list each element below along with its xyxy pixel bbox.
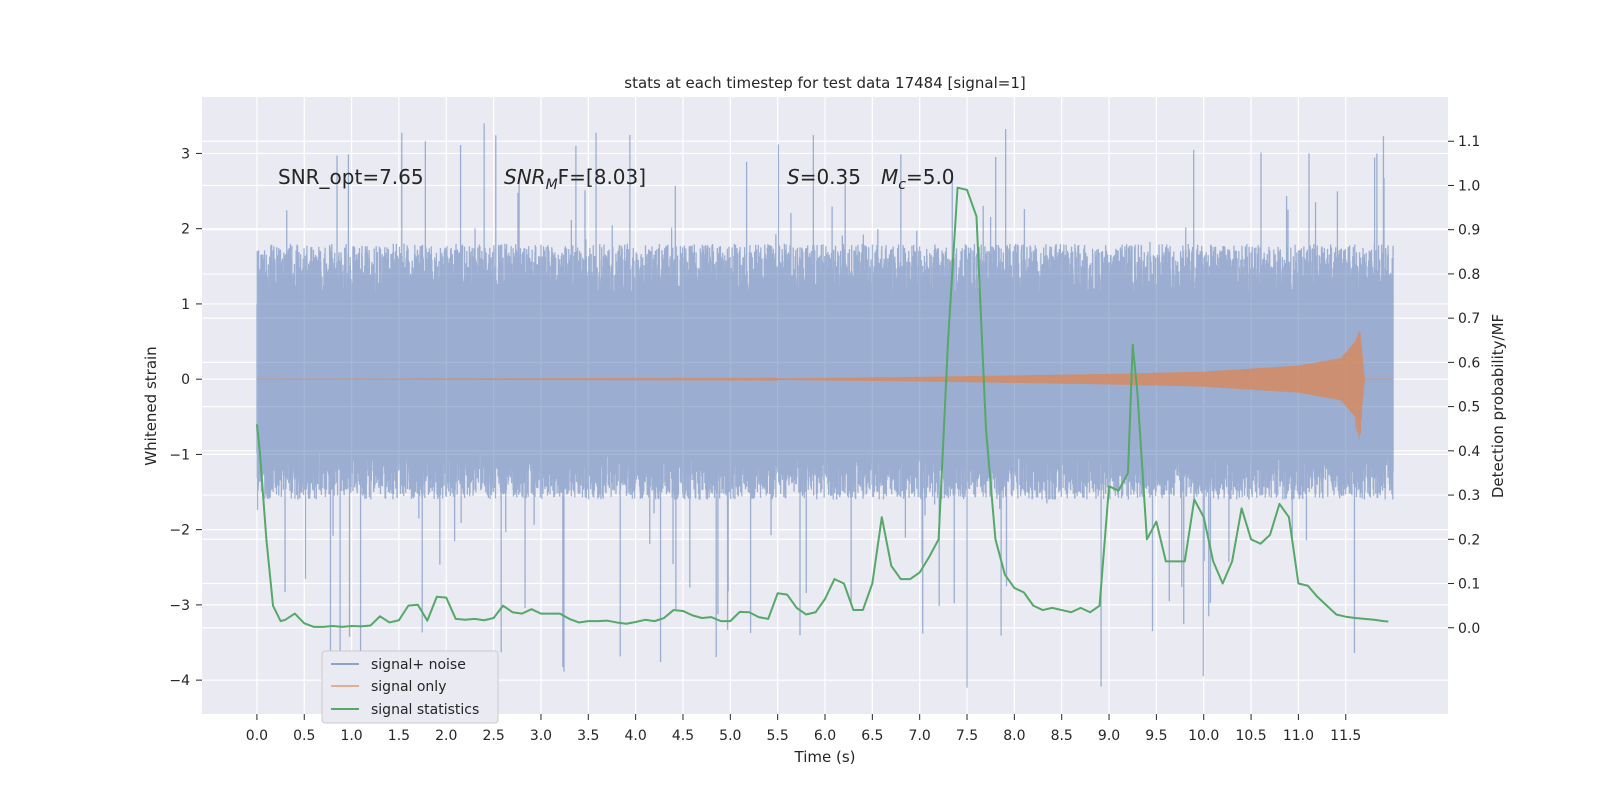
y-left-tick-label: −2	[169, 523, 190, 539]
x-tick-label: 4.0	[625, 728, 647, 744]
x-tick-label: 0.0	[246, 728, 268, 744]
x-tick-label: 2.5	[482, 728, 504, 744]
annotation-s: S=0.35	[787, 165, 861, 189]
x-tick-label: 5.5	[767, 728, 789, 744]
x-tick-label: 9.5	[1145, 728, 1167, 744]
x-tick-label: 3.0	[530, 728, 552, 744]
x-tick-label: 6.5	[861, 728, 883, 744]
y-left-tick-label: −3	[169, 598, 190, 614]
x-tick-label: 7.0	[909, 728, 931, 744]
y-left-tick-label: 0	[181, 372, 190, 388]
annotation-snr-mf-sub: M	[546, 177, 558, 193]
x-tick-label: 5.0	[719, 728, 741, 744]
signal-series	[256, 331, 1394, 439]
x-tick-label: 4.5	[672, 728, 694, 744]
annotation-s-value: =0.35	[800, 165, 861, 189]
x-axis-label: Time (s)	[794, 748, 856, 766]
legend: signal+ noise signal only signal statist…	[321, 650, 499, 724]
annotation-mc-value: =5.0	[906, 165, 955, 189]
x-tick-label: 1.0	[340, 728, 362, 744]
y-right-tick-label: 0.6	[1458, 355, 1480, 371]
y-right-tick-label: 0.3	[1458, 488, 1480, 504]
x-tick-label: 0.5	[293, 728, 315, 744]
annotation-snr-mf: SNRMF=[8.03]	[504, 165, 646, 193]
y-right-tick-label: 0.4	[1458, 444, 1480, 460]
y-right-tick-label: 0.5	[1458, 400, 1480, 416]
y-right-tick-label: 0.0	[1458, 621, 1480, 637]
x-tick-label: 9.0	[1098, 728, 1120, 744]
y-left-tick-label: 2	[181, 222, 190, 238]
annotation-s-symbol: S	[787, 165, 800, 189]
series-signal-statistics-line	[255, 186, 1389, 628]
x-tick-label: 2.0	[435, 728, 457, 744]
annotation-mc: Mc=5.0	[881, 165, 955, 193]
legend-label-signal-statistics: signal statistics	[371, 702, 479, 718]
x-tick-label: 11.0	[1283, 728, 1314, 744]
x-tick-label: 1.5	[388, 728, 410, 744]
y-left-axis-label: Whitened strain	[142, 346, 160, 465]
annotation-snr-mf-rest: F=[8.03]	[558, 165, 646, 189]
y-left-tick-label: −4	[169, 673, 190, 689]
y-right-tick-label: 1.1	[1458, 134, 1480, 150]
annotation-mc-symbol: M	[881, 165, 898, 189]
annotation-snr-opt: SNR_opt=7.65	[278, 165, 424, 189]
y-left-tick-label: −1	[169, 447, 190, 463]
legend-box	[321, 650, 499, 724]
annotation-mc-sub: c	[898, 177, 906, 193]
legend-label-signal-only: signal only	[371, 679, 446, 695]
y-left-axis-ticks: −4 −3 −2 −1 0 1 2 3	[169, 146, 202, 689]
y-right-tick-label: 0.7	[1458, 311, 1480, 327]
y-left-tick-label: 1	[181, 297, 190, 313]
y-right-tick-label: 0.1	[1458, 577, 1480, 593]
stats-series	[255, 186, 1389, 628]
chart-title: stats at each timestep for test data 174…	[624, 74, 1025, 92]
y-right-axis-label: Detection probability/MF	[1489, 314, 1507, 498]
series-signal-only-line	[256, 331, 1394, 439]
legend-label-signal-noise: signal+ noise	[371, 657, 466, 673]
x-tick-label: 6.0	[814, 728, 836, 744]
x-axis-ticks: 0.0 0.5 1.0 1.5 2.0 2.5 3.0 3.5 4.0 4.5 5.0 5.5 6.0 6…	[246, 714, 1361, 744]
x-tick-label: 8.0	[1003, 728, 1025, 744]
y-right-tick-label: 0.8	[1458, 267, 1480, 283]
y-right-tick-label: 0.2	[1458, 532, 1480, 548]
y-right-tick-label: 1.0	[1458, 178, 1480, 194]
x-tick-label: 10.0	[1188, 728, 1219, 744]
y-right-axis-ticks: 0.0 0.1 0.2 0.3 0.4 0.5 0.6 0.7 0.8 0.9 1.0 1.1	[1448, 134, 1480, 637]
x-tick-label: 10.5	[1235, 728, 1266, 744]
x-tick-label: 8.5	[1051, 728, 1073, 744]
y-left-tick-label: 3	[181, 146, 190, 162]
y-right-tick-label: 0.9	[1458, 223, 1480, 239]
x-tick-label: 11.5	[1330, 728, 1361, 744]
annotation-snr-mf-base: SNR	[504, 165, 546, 189]
x-tick-label: 7.5	[956, 728, 978, 744]
x-tick-label: 3.5	[577, 728, 599, 744]
